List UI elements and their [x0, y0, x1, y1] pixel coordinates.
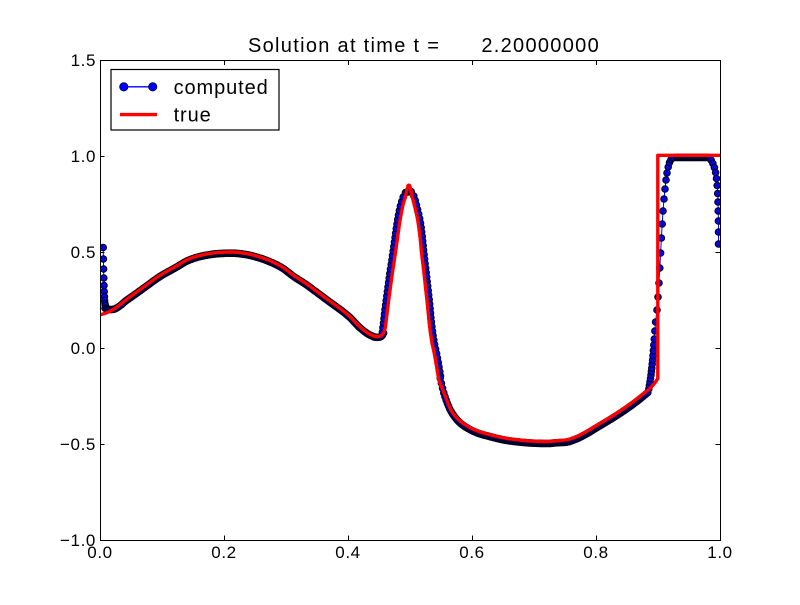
svg-text:0.4: 0.4 [335, 543, 360, 562]
svg-text:1.5: 1.5 [71, 51, 96, 70]
svg-text:0.0: 0.0 [87, 543, 112, 562]
svg-text:true: true [174, 105, 212, 127]
svg-text:0.6: 0.6 [459, 543, 484, 562]
svg-text:0.2: 0.2 [211, 543, 236, 562]
svg-text:0.5: 0.5 [71, 243, 96, 262]
svg-text:Solution at time t = 2.20: Solution at time t = 2.20000000 [248, 35, 600, 57]
svg-text:1.0: 1.0 [707, 543, 732, 562]
svg-text:1.0: 1.0 [71, 147, 96, 166]
svg-text:0.8: 0.8 [583, 543, 608, 562]
svg-text:−1.0: −1.0 [60, 531, 96, 550]
svg-text:0.0: 0.0 [71, 339, 96, 358]
svg-text:computed: computed [174, 77, 269, 99]
svg-text:−0.5: −0.5 [60, 435, 96, 454]
